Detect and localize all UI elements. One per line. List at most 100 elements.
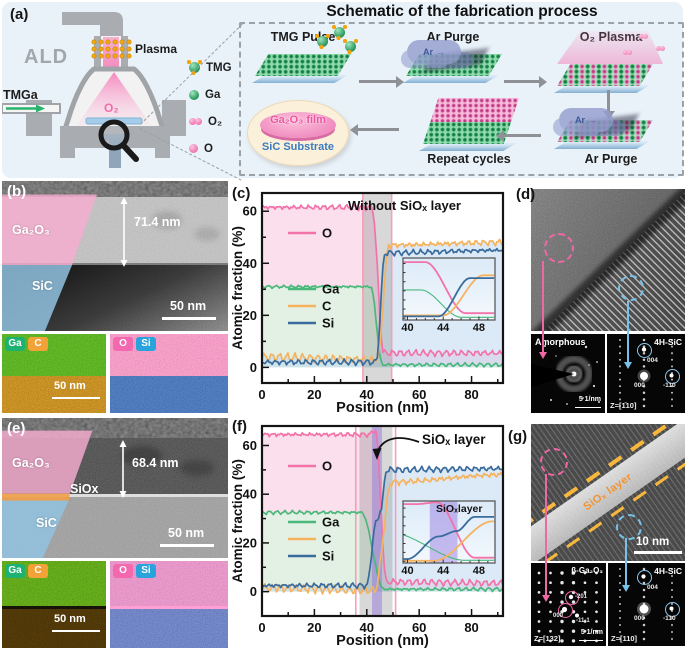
legend-item-ga: Ga: [189, 81, 237, 108]
o2-chamber-label: O₂: [104, 101, 119, 115]
ar-cloud-icon: Ar →: [559, 108, 613, 132]
panel-b-label: (b): [7, 183, 27, 200]
panel-c-label: (c): [232, 185, 251, 202]
panel-g-label: (g): [508, 428, 528, 445]
scalebar: [162, 317, 216, 320]
svg-text:C: C: [322, 299, 332, 314]
thickness-arrow-icon: [120, 197, 128, 267]
pattern-scalebar-label: 5 1/nm: [580, 629, 603, 636]
svg-text:Atomic fraction (%): Atomic fraction (%): [232, 459, 245, 583]
diffraction-spot-ring: [558, 603, 573, 618]
o2-molecule-icon: [189, 118, 202, 125]
step-ar-purge-2-label: Ar Purge: [584, 152, 638, 166]
siox-bright-line: [2, 494, 228, 497]
svg-text:Atomic fraction (%): Atomic fraction (%): [232, 226, 245, 350]
o-badge: O: [113, 564, 133, 578]
lattice-slab-tmg-pulse: [252, 54, 351, 86]
sic-roi-circle: [616, 514, 642, 540]
scalebar-label: 50 nm: [54, 380, 86, 392]
svg-text:60: 60: [243, 204, 257, 219]
diffraction-spot-ring: [637, 343, 652, 358]
tmga-arrow: [6, 104, 45, 113]
legend-item-o2: O₂: [189, 108, 237, 135]
tmg-molecule-icon: [187, 60, 200, 73]
svg-text:44: 44: [437, 322, 450, 333]
spot-label: -110: [663, 382, 676, 389]
ga-atom-icon: [189, 89, 199, 100]
scalebar: [52, 397, 100, 399]
o-atom-icon: [189, 144, 198, 153]
diffraction-spot-ring: [565, 591, 579, 605]
plasma-label: Plasma: [135, 42, 177, 56]
plasma-cone: [77, 72, 151, 125]
svg-text:O: O: [322, 459, 332, 474]
spot-label: 000: [553, 613, 564, 619]
process-arrow-left-icon: [350, 124, 399, 135]
svg-text:C: C: [322, 532, 332, 547]
film-label: Ga₂O₃: [12, 456, 50, 470]
svg-text:40: 40: [401, 565, 413, 576]
si-badge: Si: [136, 337, 156, 351]
process-arrow-down-icon: [603, 90, 614, 119]
tmg-molecule-icon: [343, 39, 356, 52]
legend-label: TMG: [206, 61, 232, 74]
inset-siox-label: SiOₓlayer: [436, 503, 483, 515]
substrate-label: SiC: [36, 516, 57, 530]
pattern-title: β-Ga₂O₃: [571, 566, 603, 575]
siox-overlay: [2, 493, 70, 501]
legend-item-tmg: TMG: [187, 54, 237, 81]
process-arrow-left-icon: [496, 130, 541, 141]
pattern-scalebar-label: 5 1/nm: [578, 396, 601, 403]
process-arrow-right-icon: [359, 76, 404, 87]
substrate-label: SiC: [32, 279, 53, 293]
legend-label: Ga: [205, 88, 221, 101]
pattern-scalebar: [579, 639, 603, 641]
panel-e-label: (e): [7, 420, 26, 437]
eds-map-ga-c: Ga C 50 nm: [2, 561, 106, 648]
svg-text:20: 20: [243, 308, 257, 323]
tem-image-b: Ga₂O₃ SiC 71.4 nm 50 nm (b): [2, 181, 228, 331]
ald-label: ALD: [24, 46, 68, 68]
scalebar-label: 50 nm: [168, 526, 205, 540]
svg-text:0: 0: [250, 360, 257, 375]
spot-label: -11-1: [576, 618, 590, 624]
panel-a-legend: TMG Ga O₂ O: [187, 54, 237, 162]
o2-molecule-icon: [623, 50, 633, 55]
svg-text:Position (nm): Position (nm): [336, 400, 429, 415]
svg-text:0: 0: [258, 387, 265, 402]
plasma-beam: [103, 37, 119, 69]
svg-text:40: 40: [401, 322, 413, 333]
panel-c: (c) 0 20 40 60 80 0 20 40 60 Position (nm) Atomic …: [232, 183, 512, 415]
film-label: Ga₂O₃: [12, 223, 50, 237]
saed-pattern-amorphous: Amorphous 5 1/nm: [531, 334, 605, 413]
legend-label: O: [204, 142, 213, 155]
svg-text:Position (nm): Position (nm): [336, 633, 429, 648]
step-o2-plasma-label: O₂ Plasma: [546, 30, 676, 44]
chart-f-inset: 40 44 48: [401, 500, 496, 576]
diffraction-spot-ring: [665, 602, 680, 617]
svg-text:Ga: Ga: [322, 282, 340, 297]
siox-bright-line: [110, 606, 228, 609]
chart-c-inset: 40 44 48: [401, 257, 496, 333]
reactor-top-pipe: [62, 12, 123, 38]
sic-roi-circle: [618, 275, 644, 301]
legend-item-o: O: [189, 135, 237, 162]
blue-pointer-arrow: [621, 538, 631, 592]
siox-band-label: SiOₓ layer: [581, 470, 635, 514]
spot-label: 000: [634, 382, 645, 389]
panel-d-label: (d): [516, 186, 536, 203]
svg-text:0: 0: [250, 584, 257, 599]
spot-label: -110: [663, 615, 676, 622]
substrate-label: SiC Substrate: [261, 141, 335, 153]
zone-axis-label: Z=[110]: [611, 634, 638, 643]
svg-text:40: 40: [243, 487, 257, 502]
tmg-molecule-icon: [315, 34, 328, 47]
c-badge: C: [28, 564, 48, 578]
lattice-stack-repeat: [419, 98, 519, 151]
tmga-label: TMGa: [3, 88, 39, 102]
saed-pattern-beta-ga2o3: β-Ga₂O₃ -201 000 -11-1 Z=[132] 5 1/nm: [531, 563, 606, 646]
pattern-title: 4H-SiC: [654, 337, 682, 347]
eds-map-o-si: O Si: [110, 561, 228, 648]
saed-pattern-4h-sic: 4H-SiC 004 000 -110 Z=[1̄10]: [607, 334, 685, 413]
pink-pointer-arrow: [538, 261, 548, 359]
